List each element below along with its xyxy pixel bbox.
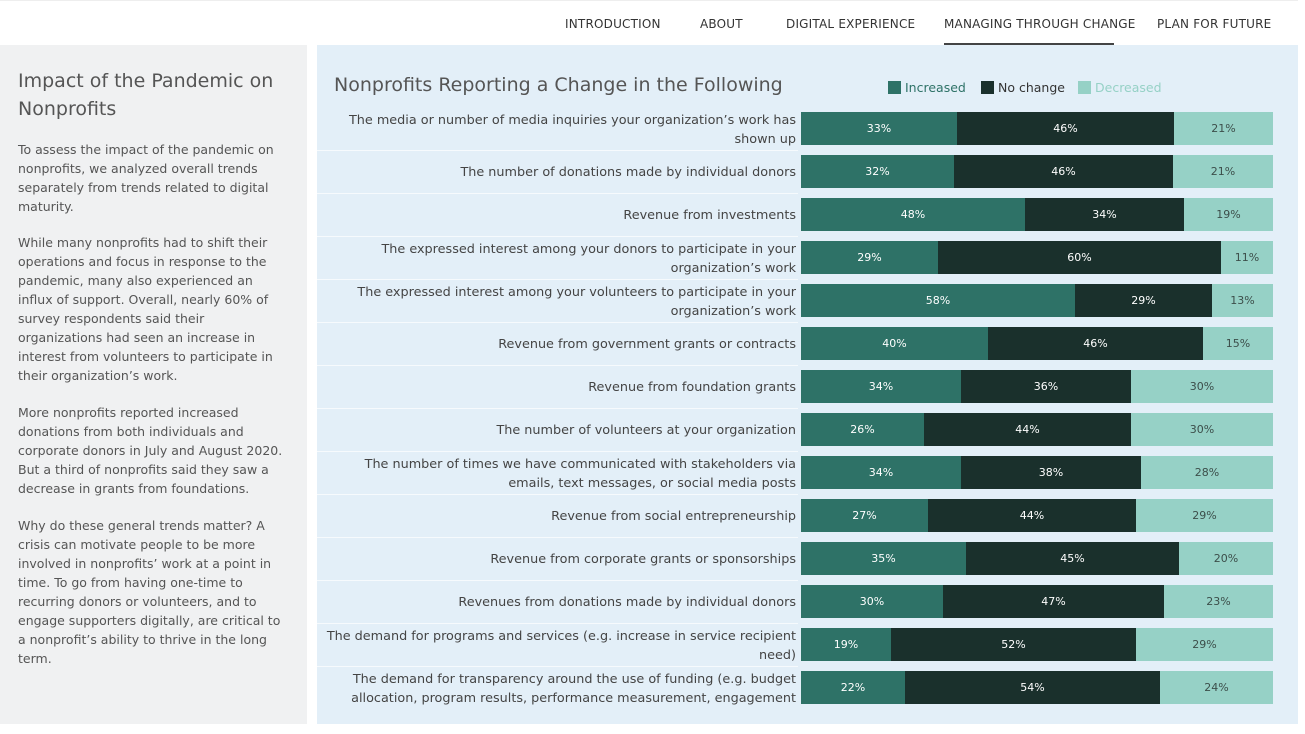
bar-segment-no-change[interactable]: 38% [961,456,1141,489]
row-separator [317,623,798,624]
row-separator [317,365,798,366]
legend-item-increased[interactable]: Increased [888,80,966,95]
category-label: The number of times we have communicated… [364,456,796,491]
right-gutter [1298,0,1305,734]
bar-segment-increased[interactable]: 19% [801,628,891,661]
bar-segment-decreased[interactable]: 30% [1131,370,1273,403]
category-label: Revenue from government grants or contra… [498,337,796,352]
bar-segment-no-change[interactable]: 46% [957,112,1174,145]
bar-segment-increased[interactable]: 58% [801,284,1075,317]
category-label: The expressed interest among your volunt… [357,284,796,319]
row-separator [317,408,798,409]
bar-segment-increased[interactable]: 27% [801,499,928,532]
nav-digital-experience[interactable]: DIGITAL EXPERIENCE [786,17,916,31]
bar-segment-increased[interactable]: 34% [801,456,961,489]
bar-segment-no-change[interactable]: 44% [928,499,1136,532]
panel-title: Impact of the Pandemic on Nonprofits [18,70,274,120]
bar-segment-no-change[interactable]: 52% [891,628,1136,661]
row-separator [317,150,798,151]
legend-item-no-change[interactable]: No change [981,80,1065,95]
paragraph-1: To assess the impact of the pandemic on … [18,142,274,214]
category-label: The demand for transparency around the u… [351,671,796,706]
bar-segment-decreased[interactable]: 21% [1174,112,1273,145]
row-separator [317,580,798,581]
legend-label: Increased [905,80,966,95]
nav-managing-through-change[interactable]: MANAGING THROUGH CHANGE [944,17,1136,31]
bar-segment-decreased[interactable]: 19% [1184,198,1273,231]
nav-about[interactable]: ABOUT [700,17,743,31]
bar-segment-no-change[interactable]: 54% [905,671,1160,704]
bar-segment-decreased[interactable]: 24% [1160,671,1273,704]
bar-segment-increased[interactable]: 33% [801,112,957,145]
bar-segment-increased[interactable]: 32% [801,155,954,188]
legend-label: Decreased [1095,80,1162,95]
bar-segment-decreased[interactable]: 21% [1173,155,1273,188]
bar-segment-increased[interactable]: 26% [801,413,924,446]
category-label: Revenue from investments [623,208,796,223]
bar-segment-no-change[interactable]: 29% [1075,284,1212,317]
bar-segment-increased[interactable]: 22% [801,671,905,704]
row-separator [317,193,798,194]
category-label: The media or number of media inquiries y… [348,112,796,147]
legend-swatch [888,81,901,94]
bar-segment-increased[interactable]: 40% [801,327,988,360]
category-label: The number of volunteers at your organiz… [496,423,796,438]
row-separator [317,494,798,495]
category-label: The expressed interest among your donors… [381,241,796,276]
nav-plan-for-future[interactable]: PLAN FOR FUTURE [1157,17,1272,31]
row-separator [317,537,798,538]
bar-segment-no-change[interactable]: 34% [1025,198,1184,231]
row-separator [317,279,798,280]
legend-label: No change [998,80,1065,95]
bar-segment-increased[interactable]: 34% [801,370,961,403]
paragraph-2: While many nonprofits had to shift their… [18,235,273,383]
bar-segment-decreased[interactable]: 11% [1221,241,1273,274]
bar-segment-no-change[interactable]: 44% [924,413,1131,446]
row-separator [317,322,798,323]
category-label: Revenue from social entrepreneurship [551,509,796,524]
row-separator [317,451,798,452]
bar-segment-decreased[interactable]: 30% [1131,413,1273,446]
bar-segment-no-change[interactable]: 46% [954,155,1173,188]
category-label: Revenue from corporate grants or sponsor… [490,552,796,567]
paragraph-3: More nonprofits reported increased donat… [18,405,283,496]
bar-segment-increased[interactable]: 35% [801,542,966,575]
bar-segment-increased[interactable]: 48% [801,198,1025,231]
bar-segment-decreased[interactable]: 29% [1136,628,1273,661]
row-separator [317,666,798,667]
legend-swatch [981,81,994,94]
bar-segment-no-change[interactable]: 47% [943,585,1164,618]
bar-segment-no-change[interactable]: 60% [938,241,1221,274]
nav-introduction[interactable]: INTRODUCTION [565,17,661,31]
bar-segment-decreased[interactable]: 20% [1179,542,1273,575]
bar-segment-increased[interactable]: 29% [801,241,938,274]
bar-segment-no-change[interactable]: 46% [988,327,1203,360]
bar-segment-decreased[interactable]: 15% [1203,327,1273,360]
bar-segment-decreased[interactable]: 28% [1141,456,1273,489]
bar-segment-decreased[interactable]: 23% [1164,585,1273,618]
paragraph-4: Why do these general trends matter? A cr… [18,518,281,666]
legend-item-decreased[interactable]: Decreased [1078,80,1162,95]
bottom-gutter [0,724,1305,734]
bar-segment-decreased[interactable]: 13% [1212,284,1273,317]
bar-segment-no-change[interactable]: 36% [961,370,1131,403]
row-separator [317,236,798,237]
intro-panel: Impact of the Pandemic on Nonprofits To … [0,45,307,724]
bar-segment-increased[interactable]: 30% [801,585,943,618]
category-label: The demand for programs and services (e.… [326,628,796,663]
category-label: Revenue from foundation grants [588,380,796,395]
top-nav: INTRODUCTION ABOUT DIGITAL EXPERIENCE MA… [0,0,1298,48]
chart-title: Nonprofits Reporting a Change in the Fol… [334,74,783,96]
stacked-bar-chart: Nonprofits Reporting a Change in the Fol… [317,45,1298,724]
bar-segment-no-change[interactable]: 45% [966,542,1179,575]
category-label: The number of donations made by individu… [460,165,796,180]
category-label: Revenues from donations made by individu… [458,595,796,610]
bar-segment-decreased[interactable]: 29% [1136,499,1273,532]
legend-swatch [1078,81,1091,94]
